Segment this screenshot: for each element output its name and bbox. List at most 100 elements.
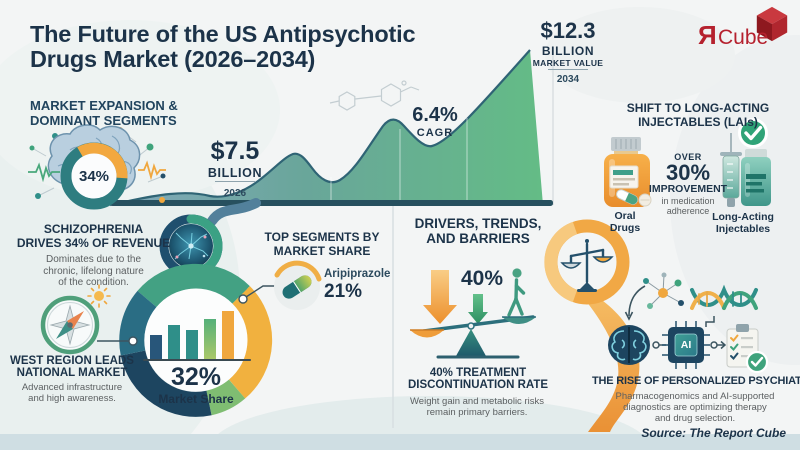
big-down-arrow-icon [423,270,457,324]
walking-person-icon [507,268,526,317]
growth-area-chart [109,49,553,207]
value-2034-label: MARKET VALUE [532,58,604,68]
drivers-heading: DRIVERS, TRENDS, AND BARRIERS [398,216,558,246]
west-region-block: WEST REGION LEADS NATIONAL MARKET Advanc… [8,355,136,404]
schizophrenia-line2: DRIVES 34% OF REVENUE [16,236,171,250]
drivers-caption: 40% TREATMENT DISCONTINUATION RATE [398,367,558,391]
brain-illustration [28,124,166,210]
lai-heading: SHIFT TO LONG-ACTING INJECTABLES (LAIs) [608,101,788,129]
segments-heading-line1: TOP SEGMENTS BY [264,230,380,244]
balance-scale-icon [560,239,614,292]
capsule-icon [274,260,322,310]
market-value-2034: $12.3 BILLION MARKET VALUE 2034 [532,18,604,85]
injectables-label-line1: Long-Acting [712,211,774,223]
segment-drug-name: Aripiprazole [324,268,391,280]
cube-icon [756,6,788,42]
page-title-line2: Drugs Market (2026–2034) [30,46,316,72]
lai-value: 30% [665,160,711,185]
logo-mark: Я [698,20,717,50]
oral-drugs-label: Oral Drugs [597,210,653,234]
ecg-line-right [138,160,166,181]
ai-chip-icon [662,321,710,369]
oral-label-line1: Oral [614,210,636,222]
lai-body1: in medication [661,196,715,206]
schizophrenia-line1: SCHIZOPHRENIA [43,222,144,236]
drivers-body1: Weight gain and metabolic risks [410,396,544,407]
connector-west [97,336,138,346]
neuron-icon [169,224,213,268]
drivers-caption-line2: DISCONTINUATION RATE [407,379,549,391]
page-title-line1: The Future of the US Antipsychotic [30,21,416,47]
segment-drug-share: 21% [324,281,363,302]
schizophrenia-body3: of the condition. [58,277,129,288]
injectables-label: Long-Acting Injectables [700,211,786,235]
compass-icon [40,295,100,355]
pill-bottle-icon [604,137,652,207]
dna-icon [690,284,758,310]
west-body2: and high awareness. [28,393,116,404]
schizophrenia-block: SCHIZOPHRENIA DRIVES 34% OF REVENUE Domi… [16,222,171,289]
segments-heading: TOP SEGMENTS BY MARKET SHARE [262,230,382,258]
psychiatry-body1: Pharmacogenomics and AI-supported [615,391,775,402]
node-connector-right [710,340,727,350]
west-body1: Advanced infrastructure [21,382,123,393]
connector-segments [238,285,275,304]
injectables-label-line2: Injectables [715,223,771,235]
lai-body2: adherence [666,206,710,216]
psychiatry-body2: diagnostics are optimizing therapy [623,402,767,413]
drivers-caption-line1: 40% TREATMENT [429,367,527,379]
small-down-arrow-icon [468,294,488,324]
mini-bar-chart [143,311,251,361]
schizophrenia-body1: Dominates due to the [45,254,142,265]
cagr-value: 6.4% [412,104,458,126]
cagr-callout: 6.4% CAGR [400,104,470,139]
source-credit: Source: The Report Cube [641,426,786,440]
drivers-heading-line1: DRIVERS, TRENDS, [414,216,542,231]
vial-icon [741,149,771,206]
ecg-line-left [28,162,60,183]
value-2026-amount: $7.5 [210,137,260,165]
cagr-label: CAGR [416,127,454,139]
report-cube-logo: Я Cube [694,4,794,56]
right-pan [502,317,536,324]
drivers-stat: 40% [460,267,504,290]
drivers-heading-line2: AND BARRIERS [426,231,530,246]
lai-improvement-block: OVER 30% IMPROVEMENT in medication adher… [648,152,728,216]
seesaw-illustration [410,268,536,359]
segments-heading-line2: MARKET SHARE [273,244,371,258]
schizophrenia-body2: chronic, lifelong nature [43,265,144,277]
lai-over: OVER [674,152,702,162]
psychiatry-body3: and drug selection. [654,413,736,424]
bottom-strip [0,434,800,450]
expansion-heading-line2: DOMINANT SEGMENTS [30,113,177,128]
lai-heading-line2: INJECTABLES (LAIs) [638,115,758,129]
molecule-icon [643,272,684,309]
syringe-icon [720,133,742,207]
value-2034-amount: $12.3 [540,18,596,43]
revenue-donut [60,142,128,210]
market-value-2026: $7.5 BILLION 2026 [195,137,275,199]
value-2026-year: 2026 [223,188,247,199]
central-share-block: 32% Market Share [146,363,246,406]
brain-chip-icon [608,325,650,365]
value-2034-unit: BILLION [541,44,595,58]
oral-label-line2: Drugs [609,222,641,234]
drivers-body: Weight gain and metabolic risks remain p… [388,396,566,418]
logo-name: Cube [718,26,769,49]
lai-label: IMPROVEMENT [648,183,728,195]
checklist-icon [726,324,769,374]
central-share-value: 32% [170,363,222,391]
left-pan [410,330,444,338]
dna-to-chip-connector [705,316,715,327]
west-heading-line1: WEST REGION LEADS [10,355,134,367]
check-circle-icon [738,118,768,148]
psychiatry-heading: THE RISE OF PERSONALIZED PSYCHIATRY [592,375,800,387]
drivers-body2: remain primary barriers. [426,407,528,418]
molecule-sketch-icon [329,80,420,111]
chart-baseline [110,200,553,206]
psychiatry-body: Pharmacogenomics and AI-supported diagno… [600,391,790,424]
value-2026-unit: BILLION [207,166,263,180]
ai-chip-label: AI [680,339,692,351]
